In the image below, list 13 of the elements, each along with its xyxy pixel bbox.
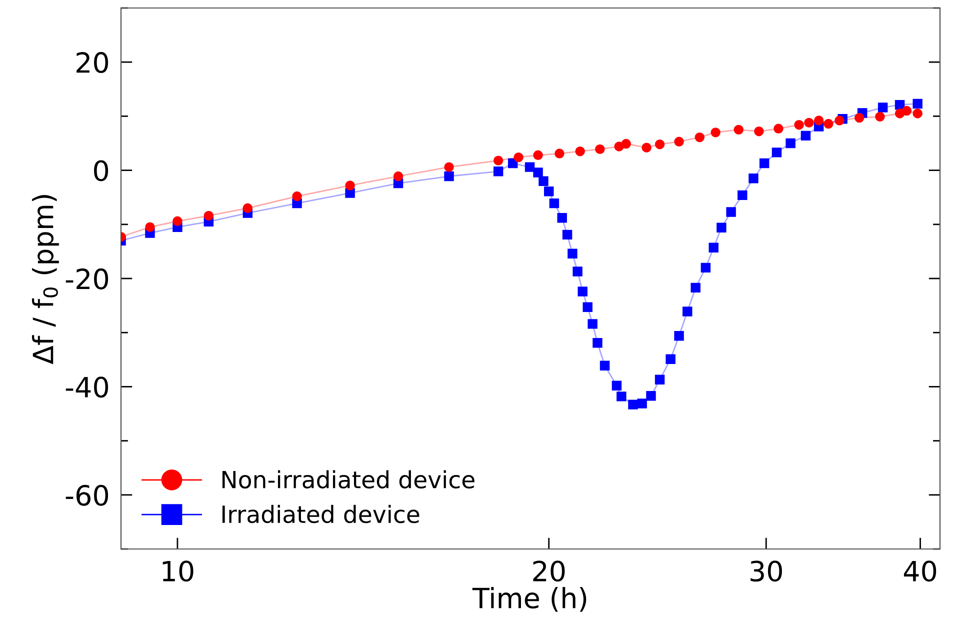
- x-tick-label: 20: [533, 560, 565, 582]
- y-tick-label: -40: [66, 376, 108, 398]
- y-tick-label: 20: [76, 52, 108, 74]
- x-tick-label: 40: [904, 560, 936, 582]
- y-tick-label: -60: [66, 484, 108, 506]
- y-axis-title: Δf / f$_{0}$ (ppm): [32, 195, 59, 364]
- x-tick-label: 30: [750, 560, 782, 582]
- legend-label: Non-irradiated device: [222, 470, 474, 489]
- legend-label: Irradiated device: [222, 504, 420, 524]
- y-tick-label: 0: [94, 160, 108, 182]
- x-axis-title: Time (h): [472, 586, 586, 612]
- x-tick-label: 10: [162, 560, 194, 582]
- y-tick-label: -20: [66, 268, 108, 290]
